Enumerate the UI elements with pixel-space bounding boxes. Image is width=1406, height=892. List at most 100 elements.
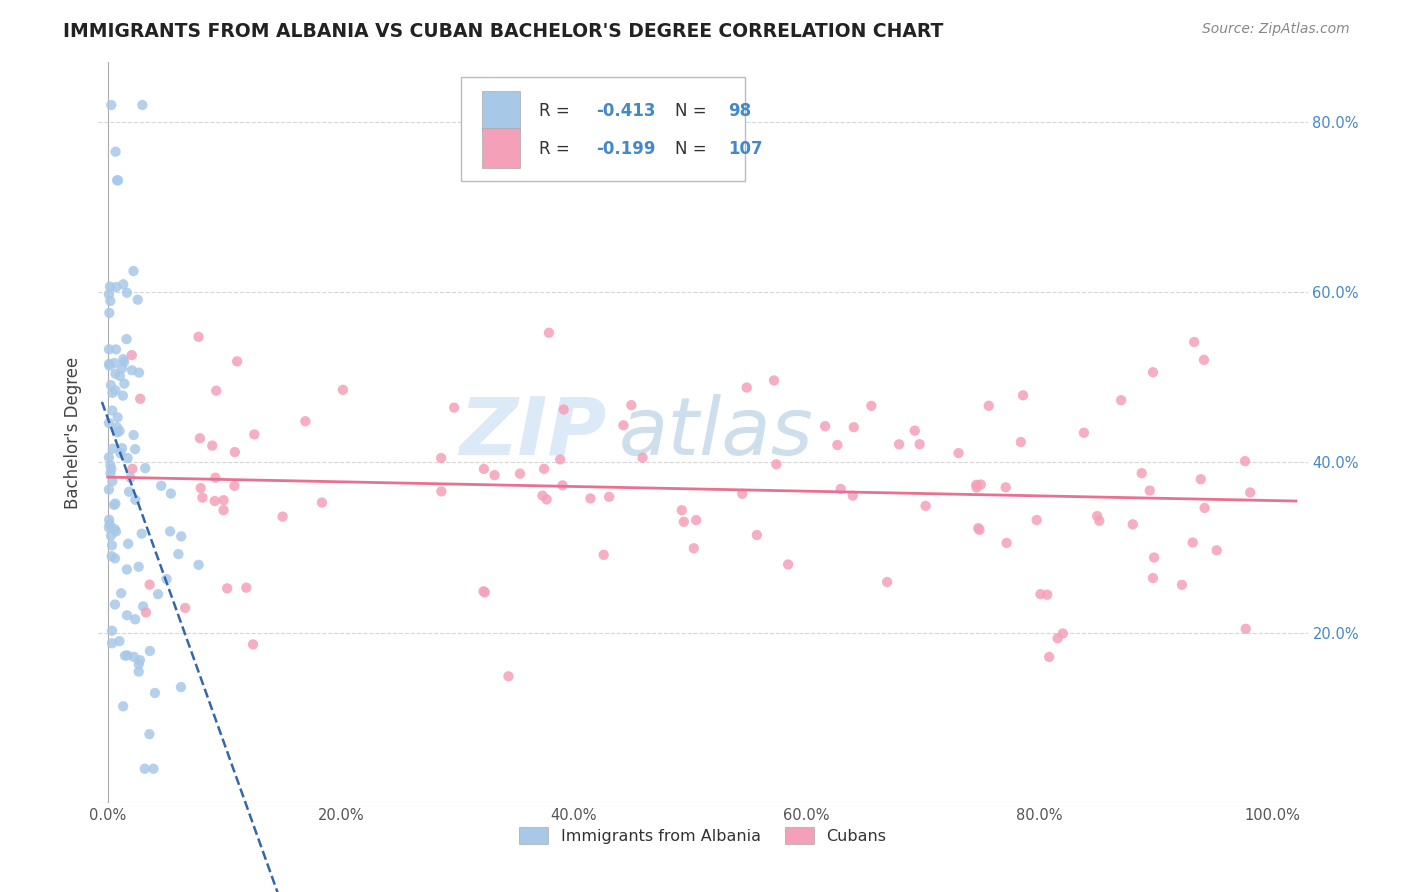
- Point: [122, 428, 145, 442]
- Text: R =: R =: [538, 102, 575, 120]
- Point: [745, 528, 768, 542]
- Point: [187, 558, 209, 572]
- Point: [128, 366, 150, 380]
- Point: [129, 653, 152, 667]
- Point: [117, 537, 139, 551]
- Point: [134, 762, 156, 776]
- Point: [143, 686, 166, 700]
- Point: [685, 513, 707, 527]
- Point: [977, 399, 1000, 413]
- Point: [531, 489, 554, 503]
- Point: [101, 636, 124, 650]
- Legend: Immigrants from Albania, Cubans: Immigrants from Albania, Cubans: [513, 821, 893, 850]
- Point: [114, 648, 136, 663]
- Point: [631, 450, 654, 465]
- Point: [235, 581, 257, 595]
- Point: [1142, 571, 1164, 585]
- Point: [430, 484, 453, 499]
- Point: [1038, 649, 1060, 664]
- Point: [1143, 550, 1166, 565]
- Point: [212, 503, 235, 517]
- Point: [98, 306, 121, 320]
- Point: [1088, 514, 1111, 528]
- Point: [1171, 578, 1194, 592]
- Point: [129, 392, 152, 406]
- Point: [128, 665, 150, 679]
- Point: [592, 548, 614, 562]
- Point: [994, 480, 1017, 494]
- Point: [672, 515, 695, 529]
- Point: [132, 599, 155, 614]
- Point: [98, 343, 121, 357]
- FancyBboxPatch shape: [461, 78, 745, 181]
- Point: [553, 402, 575, 417]
- Point: [98, 517, 121, 532]
- Point: [138, 577, 160, 591]
- Point: [121, 348, 143, 362]
- Point: [908, 437, 931, 451]
- Point: [128, 657, 150, 672]
- Point: [1073, 425, 1095, 440]
- Point: [1036, 588, 1059, 602]
- Point: [131, 526, 153, 541]
- Point: [548, 452, 571, 467]
- Point: [965, 478, 987, 492]
- Point: [533, 462, 555, 476]
- Point: [201, 439, 224, 453]
- Point: [551, 478, 574, 492]
- Text: atlas: atlas: [619, 393, 813, 472]
- Point: [914, 499, 936, 513]
- Point: [887, 437, 910, 451]
- Point: [1239, 485, 1261, 500]
- Point: [135, 606, 157, 620]
- Point: [101, 442, 124, 456]
- Point: [111, 441, 134, 455]
- Point: [115, 562, 138, 576]
- Point: [101, 474, 124, 488]
- Point: [104, 524, 127, 539]
- Point: [671, 503, 693, 517]
- Point: [1189, 472, 1212, 486]
- Point: [1085, 509, 1108, 524]
- Point: [105, 280, 128, 294]
- Point: [204, 471, 226, 485]
- Point: [204, 494, 226, 508]
- Point: [121, 462, 143, 476]
- Point: [948, 446, 970, 460]
- Text: N =: N =: [675, 102, 711, 120]
- Point: [224, 445, 246, 459]
- Point: [104, 598, 127, 612]
- Point: [967, 521, 990, 535]
- Point: [108, 634, 131, 648]
- Text: IMMIGRANTS FROM ALBANIA VS CUBAN BACHELOR'S DEGREE CORRELATION CHART: IMMIGRANTS FROM ALBANIA VS CUBAN BACHELO…: [63, 22, 943, 41]
- Text: -0.199: -0.199: [596, 140, 657, 158]
- Point: [311, 495, 333, 509]
- Point: [107, 173, 129, 187]
- Point: [1234, 622, 1257, 636]
- Point: [1029, 587, 1052, 601]
- Point: [430, 450, 453, 465]
- Point: [97, 483, 120, 497]
- Point: [103, 498, 125, 512]
- Point: [1012, 388, 1035, 402]
- Point: [118, 484, 141, 499]
- Point: [612, 418, 634, 433]
- Point: [115, 332, 138, 346]
- Point: [498, 669, 520, 683]
- Point: [474, 585, 496, 599]
- Point: [174, 601, 197, 615]
- Y-axis label: Bachelor's Degree: Bachelor's Degree: [65, 357, 83, 508]
- Point: [472, 462, 495, 476]
- Point: [103, 356, 125, 370]
- Point: [224, 479, 246, 493]
- Point: [332, 383, 354, 397]
- Point: [735, 380, 758, 394]
- Point: [139, 644, 162, 658]
- Point: [98, 293, 121, 308]
- Point: [842, 420, 865, 434]
- Point: [105, 425, 128, 440]
- Point: [121, 363, 143, 377]
- Point: [108, 424, 131, 438]
- Point: [190, 481, 212, 495]
- Point: [117, 451, 139, 466]
